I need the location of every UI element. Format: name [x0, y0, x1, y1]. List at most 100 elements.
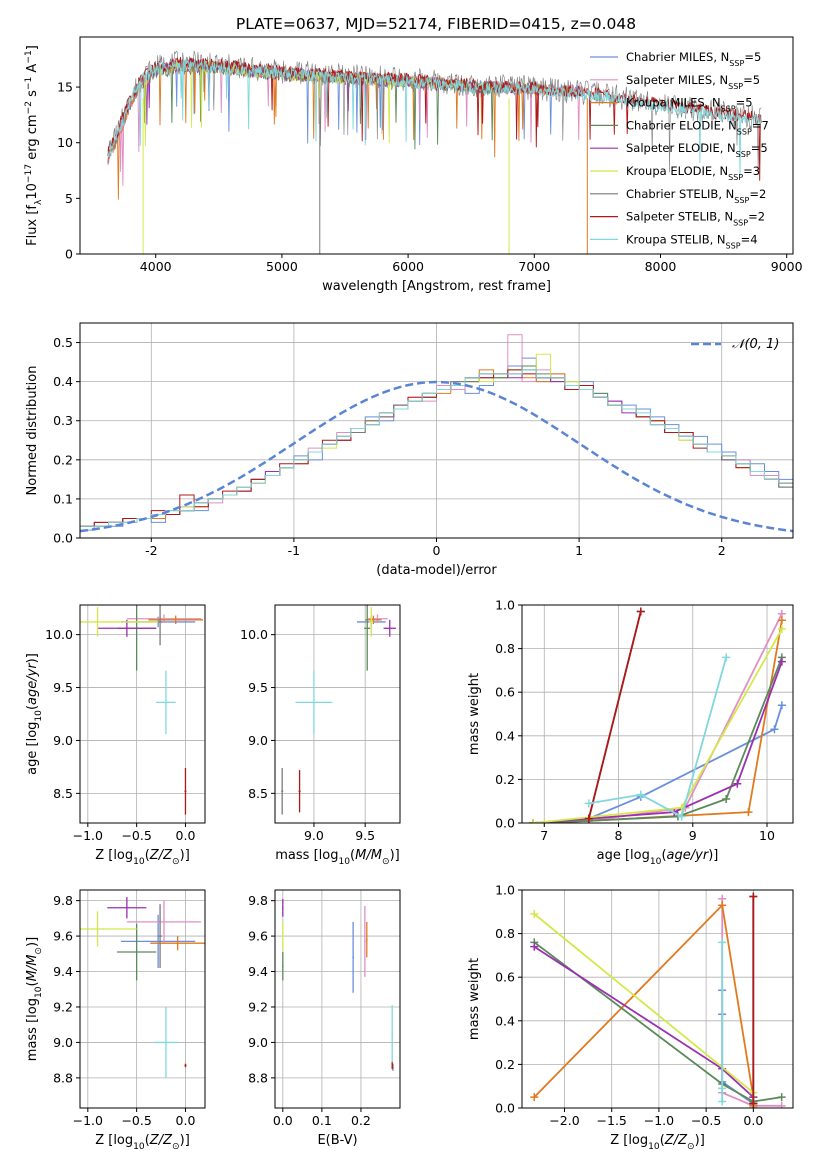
weight-line [533, 620, 783, 823]
x-tick-label: 9 [689, 828, 697, 843]
histogram-step [80, 369, 793, 527]
histogram-step [80, 369, 793, 527]
panel-massweight-vs-age: 7 8 9 10 0.0 0.2 0.4 0.6 0.8 1.0 age [log10(age/yr… [467, 598, 794, 867]
y-tick-label: 10 [57, 135, 73, 150]
legend-label: Kroupa ELODIE, NSSP=3 [626, 164, 760, 182]
y-tick-label: 9.2 [53, 999, 73, 1014]
legend-label: Chabrier STELIB, NSSP=2 [626, 187, 766, 205]
y-tick-label: 5 [65, 191, 73, 206]
x-tick-label: 8000 [645, 259, 677, 274]
y-tick-label: 9.6 [248, 929, 268, 944]
axes-massweight-vs-z: −2.0 −1.5 −1.0 −0.5 0.0 0.0 0.2 0.4 0.6 0.8 1.0 Z [… [467, 883, 794, 1152]
y-tick-label: 1.0 [495, 598, 515, 613]
x-axis-label: mass [log10(M/M⊙)] [275, 848, 399, 867]
x-tick-label: 4000 [140, 259, 172, 274]
x-axis-label: E(B-V) [317, 1133, 357, 1148]
y-tick-label: 0.3 [53, 413, 73, 428]
y-tick-label: 9.0 [248, 1035, 268, 1050]
plus-marker [777, 657, 786, 666]
grid-age-vs-z [80, 605, 205, 823]
plus-marker [677, 812, 686, 821]
x-tick-label: −0.5 [691, 1113, 721, 1128]
panel-age-vs-z: −1.0 −0.5 0.0 8.5 9.0 9.5 10.0 Z [log10(Z/Z⊙)] a… [25, 604, 206, 867]
y-tick-label: 9.8 [53, 893, 73, 908]
axes-frame [521, 889, 794, 1109]
x-tick-label: 0.1 [312, 1113, 332, 1128]
y-tick-label: 8.5 [248, 786, 268, 801]
y-tick-label: 0.4 [495, 728, 515, 743]
figure-title: PLATE=0637, MJD=52174, FIBERID=0415, z=0… [236, 15, 636, 33]
plus-marker [749, 892, 758, 901]
panel-mass-vs-z: −1.0 −0.5 0.0 8.8 9.0 9.2 9.4 9.6 9.8 Z [log10(Z/… [25, 889, 206, 1152]
x-tick-label: −1.0 [644, 1113, 674, 1128]
spectrum-line [107, 50, 762, 175]
plus-marker [770, 725, 779, 734]
histogram-step [80, 357, 793, 531]
legend: 𝒩(0, 1) [691, 337, 779, 352]
plus-marker [584, 814, 593, 823]
grid-mass-vs-z [80, 890, 205, 1108]
x-tick-label: -1 [288, 543, 300, 558]
axes-frame [274, 604, 401, 824]
x-tick-label: 1 [575, 543, 583, 558]
x-axis-label: Z [log10(Z/Z⊙)] [95, 848, 190, 867]
x-tick-label: 0.0 [743, 1113, 763, 1128]
axes-frame [79, 604, 206, 824]
x-tick-label: −1.5 [597, 1113, 627, 1128]
x-tick-label: 9.5 [355, 828, 375, 843]
y-tick-label: 0.4 [53, 374, 73, 389]
legend-label: Chabrier ELODIE, NSSP=7 [626, 118, 769, 136]
plus-marker [718, 938, 727, 947]
x-tick-label: 6000 [392, 259, 424, 274]
plus-marker [777, 616, 786, 625]
y-tick-label: 9.5 [53, 680, 73, 695]
x-axis-label: age [log10(age/yr)] [597, 848, 719, 867]
legend: Chabrier MILES, NSSP=5 Salpeter MILES, NS… [590, 50, 769, 250]
legend-label: Chabrier MILES, NSSP=5 [626, 50, 761, 68]
gaussian-curve [80, 380, 793, 533]
axes-age-vs-mass: 9.0 9.5 8.5 9.0 9.5 10.0 mass [log10(M/M⊙)] [240, 604, 401, 867]
panel-spectrum: Chabrier MILES, NSSP=5 Salpeter MILES, NS… [24, 36, 803, 294]
x-axis-label: Z [log10(Z/Z⊙)] [95, 1133, 190, 1152]
x-tick-label: −1.0 [73, 1113, 103, 1128]
histogram-step [80, 369, 793, 527]
y-tick-label: 0.8 [495, 641, 515, 656]
plus-marker [530, 1093, 539, 1102]
plot-area-spectrum [107, 50, 762, 254]
y-tick-label: 0.4 [495, 1013, 515, 1028]
y-tick-label: 0.0 [53, 531, 73, 546]
histogram-step [80, 369, 793, 527]
axes-mass-vs-ebv: 0.0 0.1 0.2 8.8 9.0 9.2 9.4 9.6 9.8 E(B-V) [248, 889, 401, 1148]
plot-area-massweight-vs-age [529, 607, 786, 823]
legend-label: Kroupa STELIB, NSSP=4 [626, 232, 758, 250]
histogram-step [80, 365, 793, 527]
x-tick-label: 5000 [266, 259, 298, 274]
y-tick-label: 9.6 [53, 929, 73, 944]
y-axis-label: mass [log10(M/M⊙)] [25, 937, 44, 1061]
panel-age-vs-mass: 9.0 9.5 8.5 9.0 9.5 10.0 mass [log10(M/M⊙)] [240, 604, 401, 867]
y-tick-label: 9.8 [248, 893, 268, 908]
panel-massweight-vs-z: −2.0 −1.5 −1.0 −0.5 0.0 0.0 0.2 0.4 0.6 0.8 1.0 Z [… [467, 883, 794, 1152]
y-tick-label: 8.8 [53, 1070, 73, 1085]
y-tick-label: 9.0 [53, 1035, 73, 1050]
plot-area-age-vs-mass [281, 605, 396, 815]
plus-marker [777, 1093, 786, 1102]
y-tick-label: 9.0 [53, 733, 73, 748]
x-tick-label: 7 [540, 828, 548, 843]
weight-line [533, 941, 782, 1103]
y-tick-label: 0.2 [495, 772, 515, 787]
grid-mass-vs-ebv [275, 890, 400, 1108]
y-axis-label: mass weight [467, 958, 482, 1040]
x-tick-label: 0.2 [351, 1113, 371, 1128]
x-tick-label: −2.0 [549, 1113, 579, 1128]
axes-age-vs-z: −1.0 −0.5 0.0 8.5 9.0 9.5 10.0 Z [log10(Z/Z⊙)] a… [25, 604, 206, 867]
y-axis-label: Normed distribution [25, 366, 40, 496]
y-tick-label: 10.0 [240, 627, 268, 642]
grid-massweight-vs-z [522, 889, 793, 1109]
y-tick-label: 0.2 [53, 452, 73, 467]
grid-age-vs-mass [275, 605, 400, 823]
y-tick-label: 0.6 [495, 685, 515, 700]
y-tick-label: 8.8 [248, 1070, 268, 1085]
plus-marker [722, 795, 731, 804]
axes-frame [79, 36, 794, 255]
